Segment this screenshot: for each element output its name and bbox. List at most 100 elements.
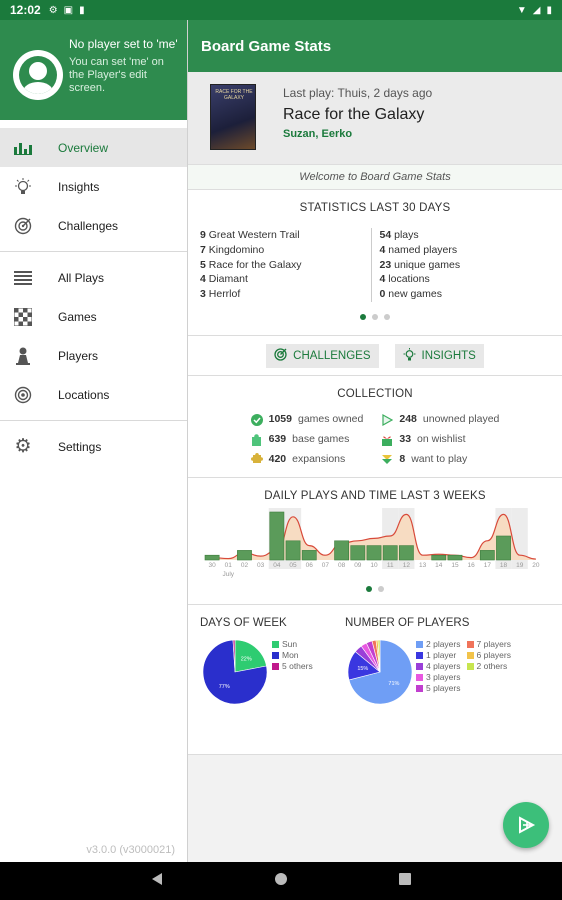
cover-title-text: RACE FOR THE GALAXY bbox=[215, 89, 253, 101]
collection-card[interactable]: COLLECTION 1059 games owned 639 base games… bbox=[188, 376, 562, 478]
lightbulb-icon bbox=[403, 347, 416, 364]
pie-slice[interactable] bbox=[234, 639, 267, 673]
tick-label: 03 bbox=[257, 562, 265, 569]
number-of-players-pie[interactable]: 71% 15% bbox=[345, 637, 415, 707]
drawer-header-title: No player set to 'me' bbox=[69, 37, 178, 51]
number-of-players-title: NUMBER OF PLAYERS bbox=[345, 617, 470, 629]
nav-item-locations[interactable]: Locations bbox=[0, 375, 187, 414]
nav-item-insights[interactable]: Insights bbox=[0, 167, 187, 206]
nav-item-players[interactable]: Players bbox=[0, 336, 187, 375]
last-play-card[interactable]: RACE FOR THE GALAXY Last play: Thuis, 2 … bbox=[188, 72, 562, 164]
bar[interactable] bbox=[382, 545, 398, 561]
days-of-week-pie[interactable]: 22% 77% bbox=[200, 637, 270, 707]
gear-icon: ⚙ bbox=[48, 4, 58, 16]
bar[interactable] bbox=[204, 554, 220, 561]
game-cover-image[interactable]: RACE FOR THE GALAXY bbox=[210, 84, 256, 150]
a-icon: ▣ bbox=[63, 4, 74, 16]
page-dot-active[interactable] bbox=[360, 313, 366, 320]
puzzle-piece-icon bbox=[250, 453, 263, 465]
daily-plays-card[interactable]: DAILY PLAYS AND TIME LAST 3 WEEKS 30 01 02… bbox=[188, 478, 562, 605]
legend-label: 2 players bbox=[426, 639, 461, 649]
target-icon bbox=[0, 217, 58, 235]
challenges-button[interactable]: CHALLENGES bbox=[266, 343, 379, 368]
legend-item: 3 players bbox=[416, 672, 461, 683]
page-dot[interactable] bbox=[372, 313, 378, 320]
nav-item-settings[interactable]: ⚙ Settings bbox=[0, 427, 187, 466]
bar[interactable] bbox=[366, 545, 382, 561]
pie-slice[interactable] bbox=[232, 639, 236, 673]
tick-label: 11 bbox=[387, 562, 394, 569]
tick-label: 06 bbox=[306, 562, 314, 569]
legend-swatch bbox=[416, 651, 423, 659]
nav-label: All Plays bbox=[58, 270, 105, 285]
collection-title: COLLECTION bbox=[337, 388, 413, 400]
insights-button[interactable]: INSIGHTS bbox=[394, 343, 484, 368]
bar[interactable] bbox=[269, 511, 285, 561]
legend-item: 5 others bbox=[272, 661, 313, 672]
bar-chart-icon bbox=[0, 141, 58, 155]
page-dot-active[interactable] bbox=[366, 586, 372, 592]
legend-item: 4 players bbox=[416, 661, 461, 672]
daily-plays-chart[interactable]: 30 01 02 03 04 05 06 07 08 09 10 11 12 13 14 15 16 17 18 19… bbox=[200, 508, 548, 578]
pie-slice[interactable] bbox=[348, 639, 413, 705]
player-link[interactable]: Eerko bbox=[321, 128, 353, 140]
notification-icons: ⚙ ▣ ▮ bbox=[49, 5, 85, 16]
bar[interactable] bbox=[301, 550, 317, 561]
last-play-players: Suzan, Eerko bbox=[283, 128, 352, 140]
tick-label: 08 bbox=[338, 562, 346, 569]
nav-item-games[interactable]: Games bbox=[0, 297, 187, 336]
tick-label: 30 bbox=[208, 562, 216, 569]
bar[interactable] bbox=[285, 540, 301, 561]
nav-label: Insights bbox=[58, 179, 100, 194]
tick-label: 05 bbox=[289, 562, 297, 569]
pie-slice[interactable] bbox=[377, 639, 381, 673]
drawer-header[interactable]: No player set to 'me' You can set 'me' o… bbox=[0, 20, 187, 120]
nav-item-all-plays[interactable]: All Plays bbox=[0, 258, 187, 297]
month-label: July bbox=[223, 571, 235, 578]
home-icon[interactable] bbox=[274, 872, 288, 891]
navigation-drawer: No player set to 'me' You can set 'me' o… bbox=[0, 20, 188, 862]
legend-swatch bbox=[272, 662, 279, 670]
legend-item: Mon bbox=[272, 650, 313, 661]
bar[interactable] bbox=[237, 550, 252, 561]
legend-item: Sun bbox=[272, 639, 313, 650]
bar[interactable] bbox=[496, 535, 511, 561]
back-icon[interactable] bbox=[150, 872, 164, 891]
list-item: 0 new games bbox=[379, 288, 442, 301]
avatar[interactable] bbox=[13, 50, 63, 100]
recents-icon[interactable] bbox=[398, 872, 412, 891]
bar[interactable] bbox=[334, 540, 350, 561]
last-play-game[interactable]: Race for the Galaxy bbox=[283, 106, 425, 123]
list-item: 54 plays bbox=[379, 229, 419, 241]
bar[interactable] bbox=[398, 545, 414, 561]
bar[interactable] bbox=[447, 554, 463, 561]
legend-label: 1 player bbox=[426, 649, 457, 660]
legend-label: 2 others bbox=[476, 660, 508, 671]
challenges-label: CHALLENGES bbox=[293, 349, 371, 362]
add-play-fab[interactable] bbox=[503, 802, 549, 848]
page-dot[interactable] bbox=[378, 586, 384, 592]
page-dot[interactable] bbox=[384, 313, 390, 320]
tick-label: 17 bbox=[484, 562, 492, 569]
bar[interactable] bbox=[431, 554, 447, 561]
list-icon bbox=[0, 270, 58, 286]
pie-slice[interactable] bbox=[202, 639, 268, 705]
nav-item-challenges[interactable]: Challenges bbox=[0, 206, 187, 245]
legend-swatch bbox=[416, 662, 423, 670]
collection-row: 639 base games bbox=[251, 430, 364, 450]
nav-item-overview[interactable]: Overview bbox=[0, 128, 187, 167]
number-of-players-legend: 2 players 1 player 4 players 3 players 5 pla… bbox=[416, 639, 511, 694]
stats-card[interactable]: STATISTICS LAST 30 DAYS 9 Great Western … bbox=[188, 190, 562, 336]
drawer-header-subtitle: You can set 'me' on the Player's edit sc… bbox=[69, 56, 164, 94]
collection-row: 33 on wishlist bbox=[381, 430, 499, 450]
legend-swatch bbox=[416, 684, 423, 692]
player-link[interactable]: Suzan bbox=[283, 128, 316, 140]
pie-charts-card[interactable]: DAYS OF WEEK 22% 77% Sun Mon 5 others NUMBE… bbox=[188, 605, 562, 755]
bar[interactable] bbox=[479, 550, 495, 561]
app-bar: Board Game Stats bbox=[188, 20, 562, 72]
summary-stats-list: 54 plays 4 named players 23 unique games… bbox=[370, 228, 551, 302]
bar[interactable] bbox=[350, 545, 366, 561]
insights-label: INSIGHTS bbox=[421, 349, 476, 362]
list-item: 9 Great Western Trail bbox=[200, 229, 300, 241]
nav-label: Players bbox=[58, 348, 99, 363]
